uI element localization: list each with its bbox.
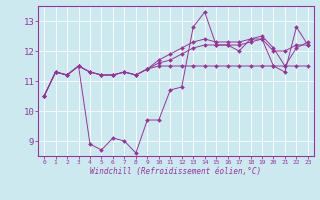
X-axis label: Windchill (Refroidissement éolien,°C): Windchill (Refroidissement éolien,°C) bbox=[91, 167, 261, 176]
